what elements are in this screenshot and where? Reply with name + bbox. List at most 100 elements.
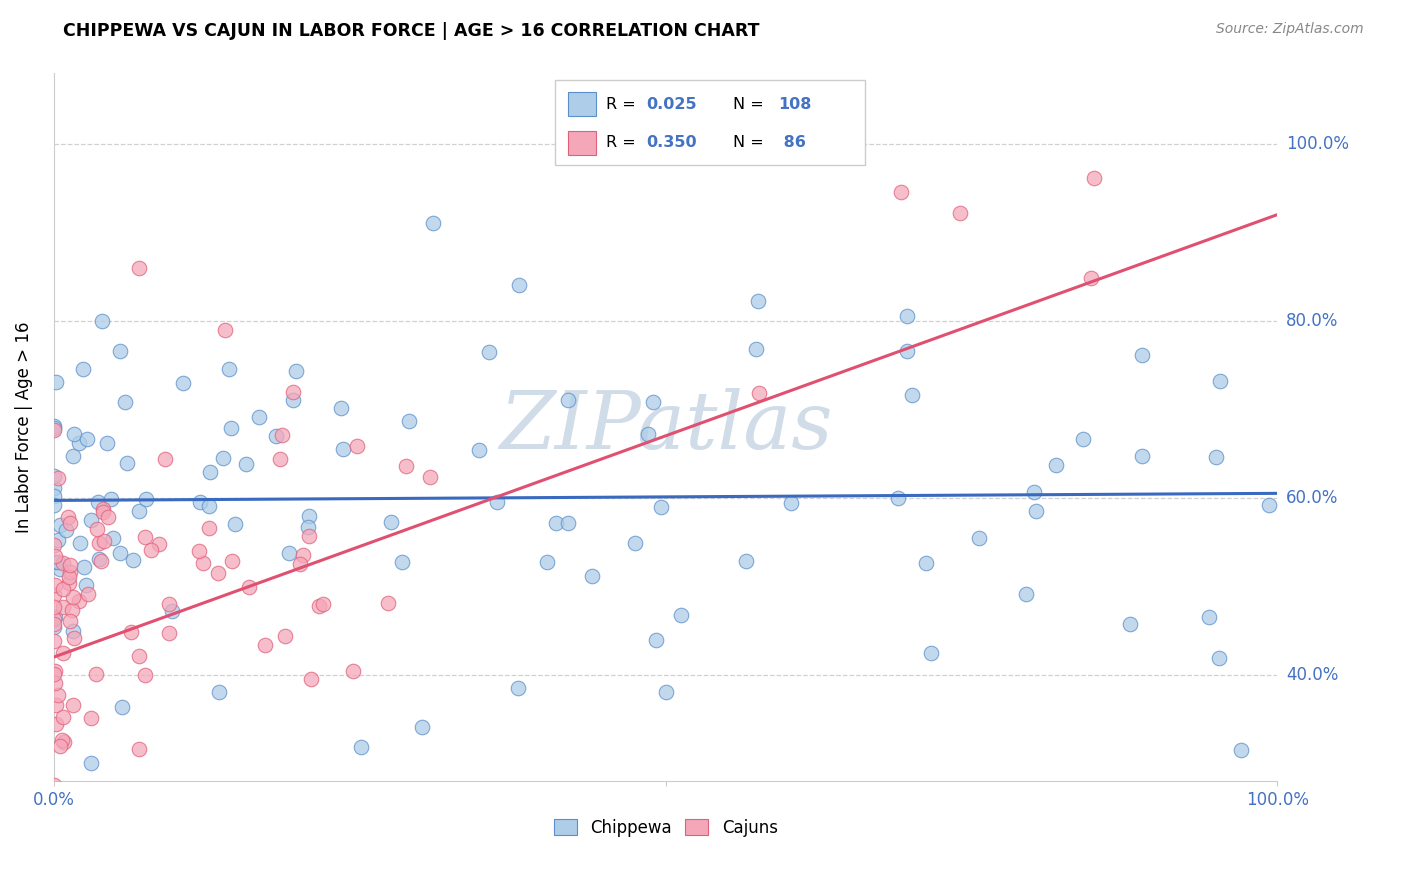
Text: 40.0%: 40.0% [1286,665,1339,684]
Point [42,617,65,632]
Point [135,491,157,506]
Point [238,580,260,594]
Point [42,481,65,495]
Point [350,739,373,754]
Point [115,457,138,471]
Point [108,546,131,560]
Point [72,362,94,376]
Point [290,557,312,571]
Point [134,668,156,682]
Point [45,375,67,389]
Point [1209,374,1232,388]
Point [468,443,491,458]
Point [46,533,69,548]
Point [654,685,676,699]
Point [901,388,924,402]
Text: 0.350: 0.350 [647,136,697,151]
Text: 0.025: 0.025 [647,96,697,112]
Point [298,529,321,543]
Point [281,392,304,407]
Point [49,739,72,753]
Text: CHIPPEWA VS CAJUN IN LABOR FORCE | AGE > 16 CORRELATION CHART: CHIPPEWA VS CAJUN IN LABOR FORCE | AGE >… [63,22,759,40]
Point [128,649,150,664]
Point [44,610,66,624]
Point [42,489,65,503]
Point [264,428,287,442]
FancyBboxPatch shape [555,80,865,165]
Point [508,278,530,293]
Point [59,558,82,573]
Point [411,720,433,734]
Point [172,376,194,391]
Point [62,624,84,638]
Point [779,496,801,510]
Point [1083,171,1105,186]
Point [44,578,66,592]
Point [1119,616,1142,631]
Point [536,555,558,569]
Point [1198,610,1220,624]
Point [1071,433,1094,447]
Point [114,395,136,409]
Point [1045,458,1067,472]
Point [1205,450,1227,464]
Point [80,710,103,724]
Point [76,578,98,592]
Point [394,459,416,474]
Point [121,553,143,567]
Point [42,666,65,681]
Point [67,436,90,450]
Point [49,517,72,532]
Point [398,414,420,428]
Point [160,604,183,618]
Point [73,560,96,574]
Point [77,587,100,601]
Point [44,676,66,690]
Point [157,626,180,640]
Point [87,536,110,550]
Text: R =: R = [606,136,641,151]
Point [44,549,66,563]
Point [269,452,291,467]
Point [45,717,67,731]
Point [60,603,83,617]
Point [96,435,118,450]
Y-axis label: In Labor Force | Age > 16: In Labor Force | Age > 16 [15,321,32,533]
Point [97,510,120,524]
Point [283,385,305,400]
Point [91,502,114,516]
Point [887,491,910,505]
Point [52,557,75,571]
Point [193,557,215,571]
Point [747,294,769,309]
Point [270,427,292,442]
Point [508,681,530,695]
Point [1208,651,1230,665]
Point [86,495,108,509]
Point [62,590,84,604]
Text: 108: 108 [778,96,811,112]
Point [62,631,84,645]
Point [1229,743,1251,757]
Point [419,469,441,483]
Point [1022,484,1045,499]
FancyBboxPatch shape [568,131,596,155]
Point [896,309,918,323]
Text: ZIPatlas: ZIPatlas [499,388,832,466]
Point [42,778,65,792]
Point [218,361,240,376]
Point [84,667,107,681]
Point [58,569,80,583]
Point [422,216,444,230]
Point [581,568,603,582]
Point [557,392,579,407]
Point [391,555,413,569]
Point [100,492,122,507]
Point [745,342,768,356]
Point [330,401,353,416]
Point [111,700,134,714]
FancyBboxPatch shape [568,92,596,116]
Point [1014,586,1036,600]
Point [42,419,65,434]
Point [221,554,243,568]
